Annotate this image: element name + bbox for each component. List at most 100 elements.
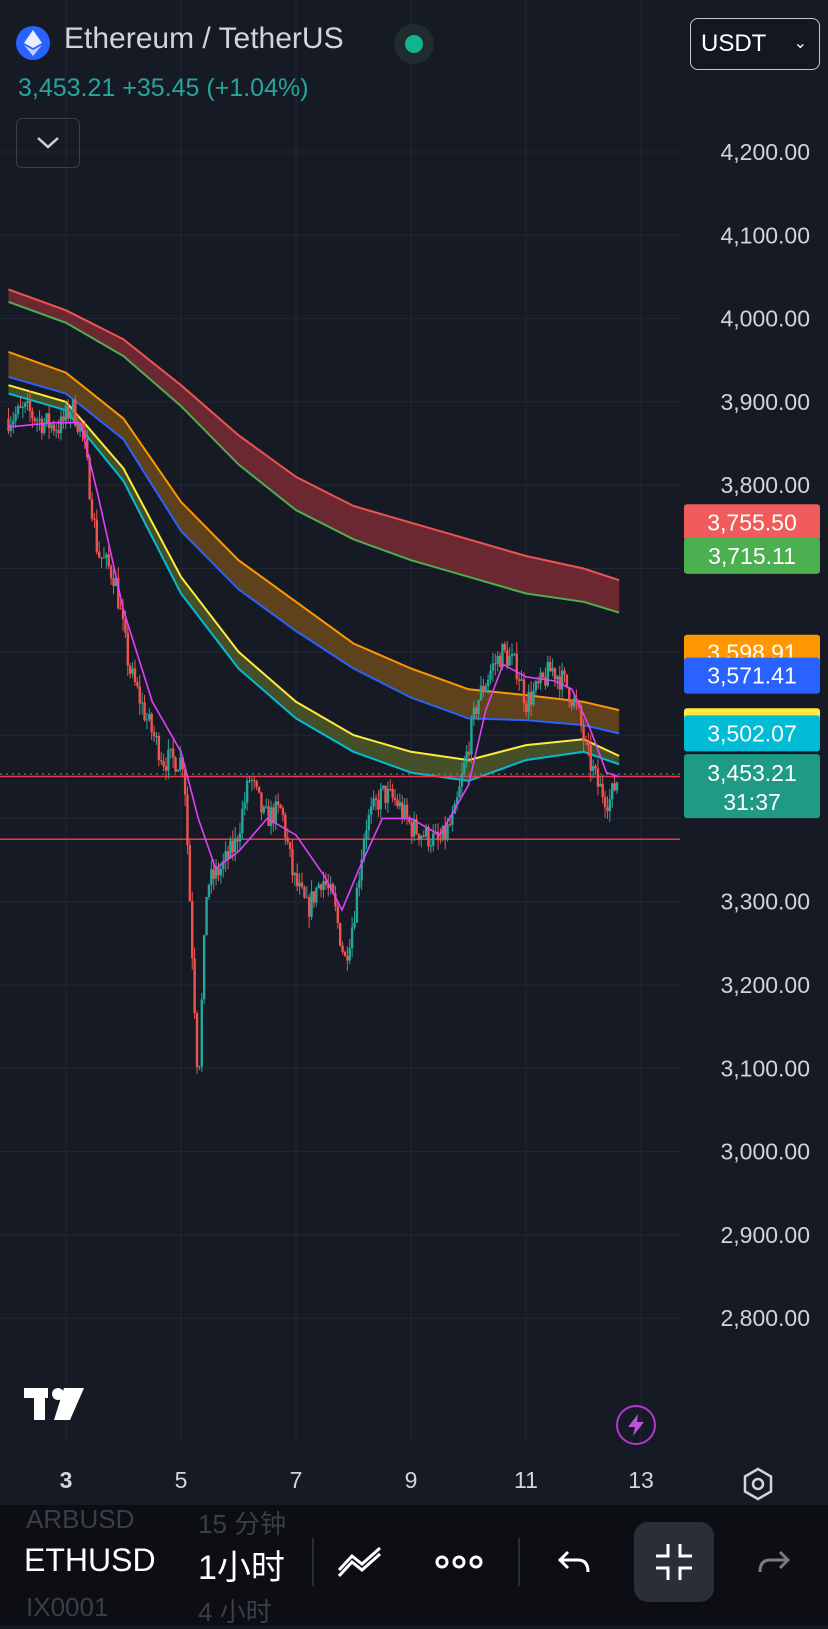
candle	[370, 806, 373, 815]
candle	[200, 999, 203, 1067]
interval-picker[interactable]: 1小时	[198, 1549, 285, 1587]
candle	[171, 748, 175, 758]
chart-area[interactable]: 4,200.00 4,100.00 4,000.00 3,900.00 3,800.00…	[0, 0, 828, 1505]
candle	[467, 751, 471, 755]
candle	[28, 400, 32, 412]
candle	[432, 833, 435, 846]
currency-select[interactable]: USDT ⌄	[690, 18, 820, 70]
price-summary: 3,453.21 +35.45 (+1.04%)	[18, 74, 309, 103]
candle	[226, 851, 230, 859]
time-axis[interactable]: 3 5 7 9 11 13	[60, 1467, 654, 1493]
candle	[102, 557, 106, 559]
candle	[439, 839, 442, 841]
symbol-title[interactable]: Ethereum / TetherUS	[64, 22, 344, 55]
candle	[212, 869, 215, 879]
candle	[126, 632, 130, 666]
candle	[162, 761, 165, 767]
candle	[408, 817, 411, 823]
candle	[350, 927, 354, 948]
candle	[38, 418, 41, 421]
ethereum-icon	[16, 26, 50, 60]
candle	[43, 422, 46, 433]
candle	[231, 840, 235, 853]
candle	[517, 679, 521, 681]
price-chart[interactable]: 4,200.00 4,100.00 4,000.00 3,900.00 3,800.00…	[0, 0, 828, 1505]
candle	[202, 935, 206, 1000]
candle	[55, 430, 58, 432]
candle	[482, 685, 485, 693]
settings-icon[interactable]	[740, 1466, 776, 1502]
candle	[415, 819, 418, 834]
candle	[133, 668, 137, 683]
candle	[300, 882, 304, 888]
price-label-badge	[684, 715, 820, 752]
candle	[52, 424, 56, 431]
candle	[343, 951, 347, 957]
candle	[606, 807, 609, 812]
candle	[217, 866, 220, 876]
candle	[525, 703, 528, 712]
candle	[219, 868, 223, 876]
candle	[7, 418, 10, 432]
candle	[613, 783, 616, 791]
x-tick-label: 13	[628, 1467, 654, 1493]
candle	[310, 891, 313, 917]
symbol-picker[interactable]: ETHUSD	[24, 1542, 156, 1578]
candle	[74, 399, 77, 426]
candle	[556, 676, 559, 680]
candle	[198, 1066, 201, 1068]
candle	[233, 838, 237, 853]
exit-fullscreen-icon[interactable]	[634, 1522, 714, 1602]
candle	[109, 566, 113, 579]
candle	[331, 884, 335, 894]
candle	[360, 859, 363, 881]
candle	[496, 655, 499, 664]
candle	[245, 780, 249, 803]
candle	[66, 405, 70, 419]
more-icon[interactable]	[434, 1544, 484, 1580]
candle	[596, 768, 600, 787]
candle	[563, 670, 566, 675]
candle	[465, 751, 468, 763]
y-tick-label: 3,000.00	[720, 1139, 810, 1165]
price-axis[interactable]: 4,200.00 4,100.00 4,000.00 3,900.00 3,800.00…	[720, 139, 810, 1331]
countdown-text: 31:37	[723, 789, 781, 815]
candle	[315, 888, 318, 903]
candle	[398, 802, 402, 807]
candle	[181, 757, 184, 770]
candle	[276, 801, 280, 805]
candle	[424, 826, 428, 837]
candle	[501, 644, 504, 668]
moving-average-bands	[8, 288, 620, 782]
candle	[568, 687, 571, 702]
candle	[508, 656, 511, 666]
y-tick-label: 3,200.00	[720, 972, 810, 998]
candle	[451, 813, 454, 825]
x-tick-label: 7	[290, 1467, 303, 1493]
y-tick-label: 3,900.00	[720, 389, 810, 415]
candle	[45, 413, 48, 423]
lightning-icon[interactable]	[616, 1405, 656, 1445]
redo-icon[interactable]	[756, 1544, 792, 1580]
candle	[279, 804, 282, 809]
candle	[303, 887, 306, 898]
candle	[529, 692, 533, 705]
candle	[112, 578, 115, 587]
candle	[272, 807, 275, 824]
collapse-legend-button[interactable]	[16, 118, 80, 168]
candle	[238, 833, 242, 842]
candle	[255, 781, 258, 787]
candle	[580, 706, 583, 726]
candle	[527, 692, 530, 712]
candle	[458, 786, 461, 798]
candle	[269, 807, 273, 826]
candle	[286, 837, 289, 842]
candle	[513, 653, 516, 655]
drawing-tools-icon[interactable]	[336, 1544, 384, 1580]
candle	[236, 838, 239, 842]
candle	[229, 840, 232, 859]
y-tick-label: 4,200.00	[720, 139, 810, 165]
candle	[410, 822, 413, 837]
undo-icon[interactable]	[556, 1544, 592, 1580]
candle	[145, 719, 149, 721]
